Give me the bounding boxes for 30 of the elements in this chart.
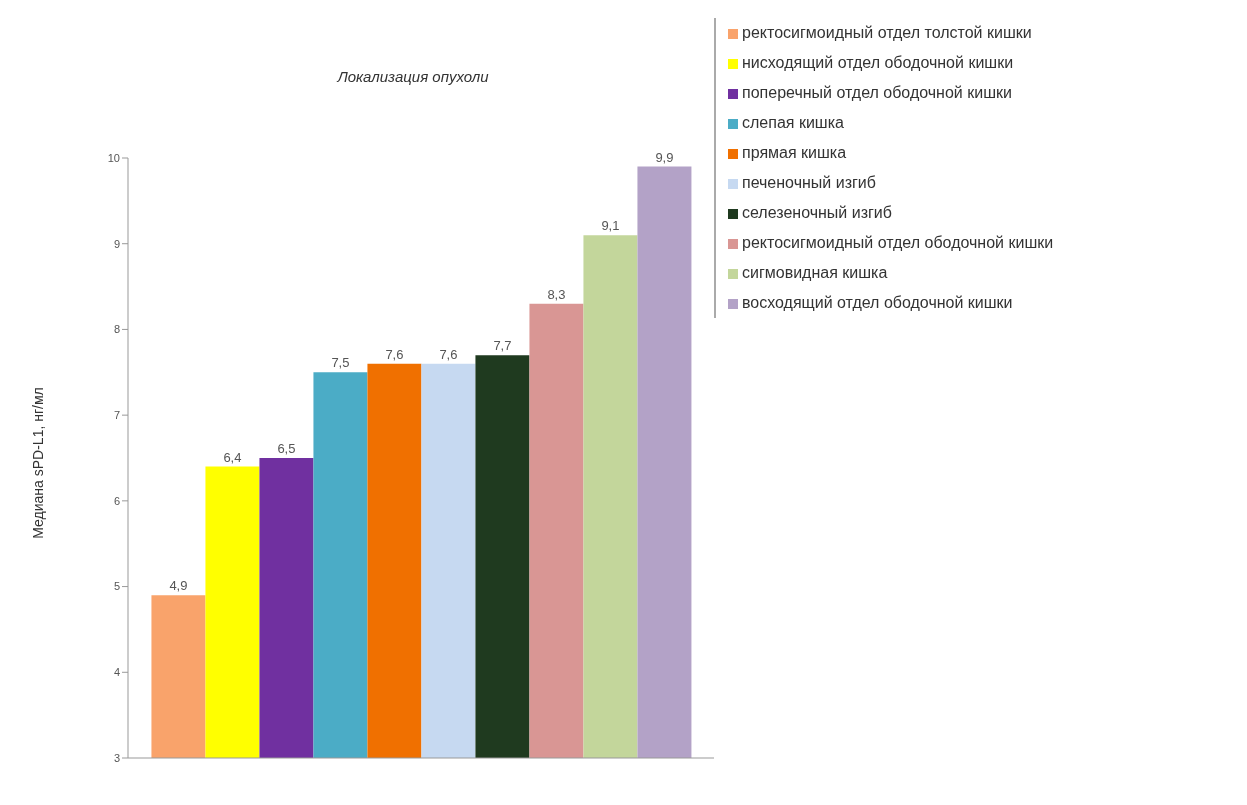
y-tick-label: 5 [113,580,120,593]
y-tick-label: 4 [113,666,120,679]
legend-label: ректосигмоидный отдел ободочной кишки [742,234,1054,251]
data-label: 4,9 [169,578,188,594]
y-tick-label: 10 [107,151,120,164]
legend-label: печеночный изгиб [742,174,876,191]
y-axis-title: Медиана sPD-L1, нг/мл [30,387,46,539]
legend-label: восходящий отдел ободочной кишки [742,294,1013,311]
legend-label: ректосигмоидный отдел толстой кишки [742,24,1032,41]
y-tick-label: 9 [113,237,120,250]
y-tick-label: 8 [113,323,120,336]
data-label: 7,6 [385,346,404,362]
data-label: 6,5 [277,441,296,456]
y-tick-label: 7 [113,409,120,422]
data-label: 9,9 [655,149,674,165]
legend-label: сигмовидная кишка [742,264,888,281]
y-tick-label: 3 [113,751,120,764]
data-label: 9,1 [601,218,620,234]
legend-label: прямая кишка [742,144,847,161]
legend-label: поперечный отдел ободочной кишки [742,84,1012,101]
data-label: 6,4 [223,449,242,465]
data-label: 7,6 [439,346,458,362]
legend-label: селезеночный изгиб [742,204,892,221]
chart-title: Локализация опухоли [335,68,490,85]
legend-label: слепая кишка [742,114,844,131]
data-label: 8,3 [547,286,566,302]
data-label: 7,5 [331,355,350,371]
y-tick-label: 6 [113,494,120,507]
data-label: 7,7 [493,338,512,354]
legend-label: нисходящий отдел ободочной кишки [742,54,1014,71]
